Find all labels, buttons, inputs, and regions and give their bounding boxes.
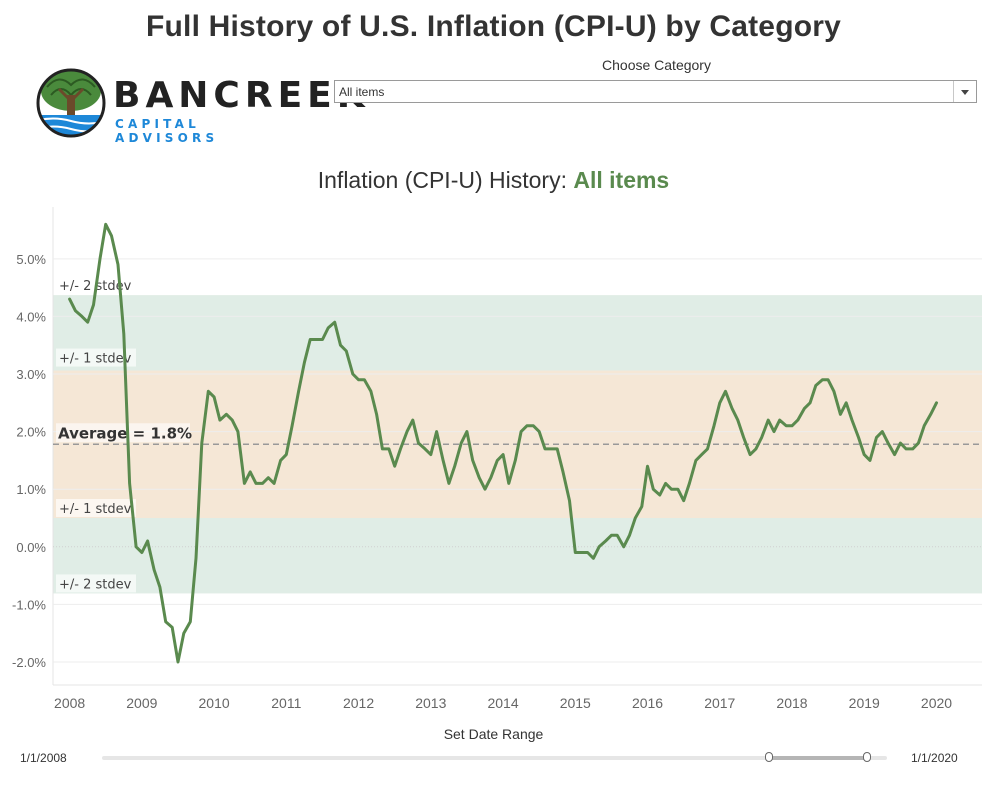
- date-range-start-handle[interactable]: [765, 752, 774, 762]
- chart-title-category: All items: [573, 167, 670, 193]
- y-tick-label: -1.0%: [12, 597, 46, 612]
- band-label-lower-2sd: +/- 2 stdev: [59, 577, 132, 592]
- logo-wordmark: BANCREEK: [113, 75, 370, 116]
- chart-title-prefix: Inflation (CPI-U) History:: [317, 167, 574, 193]
- y-tick-label: 5.0%: [16, 252, 46, 267]
- band-label-lower-2sd-bg: [56, 574, 136, 593]
- category-filter-label: Choose Category: [602, 57, 711, 73]
- date-range-end: 1/1/2020: [911, 751, 958, 765]
- bancreek-logo: BANCREEK CAPITAL ADVISORS: [35, 65, 365, 145]
- y-tick-label: 3.0%: [16, 367, 46, 382]
- chart-title: Inflation (CPI-U) History: All items: [0, 167, 987, 194]
- y-tick-label: 2.0%: [16, 425, 46, 440]
- logo-tagline: CAPITAL ADVISORS: [115, 117, 219, 145]
- x-tick-label: 2016: [632, 695, 663, 711]
- y-tick-label: 4.0%: [16, 309, 46, 324]
- x-tick-label: 2008: [54, 695, 85, 711]
- date-range-slider-selection: [769, 756, 868, 760]
- band-label-lower-1sd: +/- 1 stdev: [59, 502, 132, 517]
- date-range-label: Set Date Range: [443, 726, 544, 742]
- page-title: Full History of U.S. Inflation (CPI-U) b…: [145, 10, 842, 43]
- category-dropdown[interactable]: All items: [334, 80, 977, 103]
- average-label: Average = 1.8%: [58, 424, 192, 442]
- x-tick-label: 2009: [126, 695, 157, 711]
- band-label-lower-1sd-bg: [56, 498, 136, 517]
- category-dropdown-value: All items: [339, 85, 385, 99]
- band-label-upper-1sd-bg: [56, 348, 136, 367]
- x-tick-label: 2013: [415, 695, 446, 711]
- x-tick-label: 2014: [487, 695, 518, 711]
- x-tick-label: 2011: [271, 695, 301, 711]
- series-line: [68, 222, 938, 664]
- x-tick-label: 2015: [560, 695, 591, 711]
- chevron-down-icon[interactable]: [953, 81, 976, 102]
- x-tick-label: 2020: [921, 695, 952, 711]
- date-range-end-handle[interactable]: [863, 752, 872, 762]
- x-tick-label: 2019: [849, 695, 880, 711]
- x-tick-label: 2017: [704, 695, 735, 711]
- y-tick-label: 1.0%: [16, 482, 46, 497]
- band-label-upper-1sd: +/- 1 stdev: [59, 352, 132, 367]
- average-label-bg: [56, 423, 190, 443]
- x-tick-label: 2012: [343, 695, 374, 711]
- x-tick-label: 2010: [199, 695, 230, 711]
- y-tick-label: -2.0%: [12, 655, 46, 670]
- x-tick-label: 2018: [776, 695, 807, 711]
- inflation-line-chart: 5.0% 4.0% 3.0% 2.0% 1.0% 0.0% -1.0% -2.0% 2008 2…: [12, 207, 982, 711]
- date-range-slider-track[interactable]: [102, 756, 887, 760]
- y-tick-label: 0.0%: [16, 540, 46, 555]
- date-range-start: 1/1/2008: [20, 751, 67, 765]
- tree-logo-icon: [36, 68, 106, 138]
